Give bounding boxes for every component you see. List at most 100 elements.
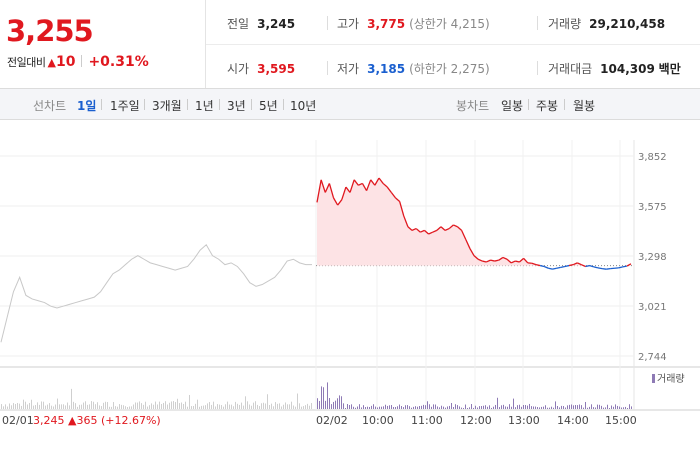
price-line-segment: [626, 263, 632, 267]
volume-bar: [59, 404, 60, 409]
volume-bar: [19, 403, 20, 409]
volume-bar: [203, 405, 204, 409]
volume-bar: [301, 406, 302, 409]
price-line-segment: [601, 267, 607, 270]
volume-bar: [341, 396, 342, 409]
candle-chart-label: 봉차트: [456, 99, 490, 113]
volume-bar: [435, 404, 436, 409]
period-1y-button[interactable]: 1년: [195, 99, 214, 113]
volume-bar: [147, 406, 148, 409]
volume-bar: [347, 404, 348, 409]
volume-bar: [311, 403, 312, 409]
volume-bar: [561, 405, 562, 409]
volume-bar: [115, 406, 116, 409]
volume-bar: [111, 406, 112, 409]
candle-weekly-button[interactable]: 주봉: [536, 99, 559, 113]
stat-high: 고가 3,775 (상한가 4,215): [337, 17, 490, 31]
volume-bar: [549, 407, 550, 409]
volume-bar: [481, 406, 482, 409]
volume-bar: [477, 407, 478, 409]
volume-bar: [67, 402, 68, 409]
candle-daily-button[interactable]: 일봉: [501, 99, 524, 113]
period-3m-button[interactable]: 3개월: [152, 99, 182, 113]
volume-bar: [579, 404, 580, 409]
volume-bar: [577, 405, 578, 409]
volume-bar: [587, 407, 588, 409]
volume-bar: [399, 404, 400, 409]
volume-bar: [171, 401, 172, 409]
volume-bar: [473, 407, 474, 409]
volume-bar: [441, 405, 442, 409]
volume-bar: [127, 406, 128, 409]
period-10y-button[interactable]: 10년: [290, 99, 317, 113]
period-3y-button[interactable]: 3년: [227, 99, 246, 113]
volume-bar: [385, 404, 386, 409]
volume-legend: 거래량: [652, 370, 685, 385]
volume-bar: [233, 406, 234, 409]
volume-bar: [525, 405, 526, 409]
volume-bar: [45, 405, 46, 409]
volume-bar: [457, 405, 458, 409]
volume-bar: [373, 404, 374, 409]
volume-bar: [381, 406, 382, 409]
volume-bar: [275, 402, 276, 409]
volume-bar: [479, 406, 480, 409]
price-line-segment: [490, 259, 495, 262]
candle-monthly-button[interactable]: 월봉: [573, 99, 596, 113]
price-line-segment: [556, 266, 561, 269]
volume-bar: [465, 404, 466, 409]
volume-bar: [509, 404, 510, 409]
price-chart[interactable]: 3,852 3,575 3,298 3,021 2,744 거래량 02/01 3,24…: [0, 120, 700, 450]
volume-bar: [213, 401, 214, 409]
price-block: 3,255 전일대비 ▲10 +0.31%: [0, 0, 206, 88]
price-line-segment: [577, 262, 582, 266]
volume-bar: [125, 406, 126, 409]
volume-bar: [339, 395, 340, 409]
volume-bar: [169, 402, 170, 409]
price-line-segment: [316, 179, 322, 203]
volume-bar: [619, 406, 620, 409]
volume-bar: [449, 405, 450, 409]
price-line-segment: [535, 264, 541, 267]
price-line-segment: [423, 229, 429, 235]
volume-bar: [65, 405, 66, 409]
price-line-segment: [361, 183, 368, 191]
volume-bar: [437, 406, 438, 409]
period-5y-button[interactable]: 5년: [259, 99, 278, 113]
volume-bar: [627, 407, 628, 409]
volume-bar: [43, 401, 44, 409]
volume-bar: [415, 406, 416, 409]
period-1d-button[interactable]: 1일: [77, 99, 97, 113]
x-tick-label: 13:00: [508, 414, 540, 427]
divider: [101, 99, 102, 110]
price-line-segment: [465, 239, 471, 249]
volume-bar: [267, 394, 268, 409]
volume-bar: [593, 407, 594, 409]
price-line-segment: [498, 256, 504, 261]
volume-bar: [47, 404, 48, 409]
volume-bar: [501, 405, 502, 409]
divider: [283, 99, 284, 110]
volume-bar: [545, 405, 546, 409]
volume-bar: [155, 401, 156, 409]
volume-bar: [11, 405, 12, 409]
volume-bar: [531, 406, 532, 409]
volume-bar: [541, 406, 542, 409]
volume-bar: [237, 403, 238, 409]
price-line-segment: [531, 262, 537, 266]
volume-bar: [83, 402, 84, 409]
volume-bar: [535, 406, 536, 409]
volume-bar: [107, 402, 108, 409]
volume-bar: [269, 404, 270, 409]
volume-bar: [625, 406, 626, 409]
volume-bar: [287, 404, 288, 409]
period-1w-button[interactable]: 1주일: [110, 99, 140, 113]
volume-bar: [607, 404, 608, 409]
volume-bar: [81, 404, 82, 409]
divider: [81, 55, 83, 67]
divider: [537, 61, 538, 75]
stat-low: 저가 3,185 (하한가 2,275): [337, 62, 490, 76]
volume-bar: [555, 401, 556, 409]
line-chart-label: 선차트: [33, 99, 67, 113]
volume-bar: [13, 403, 14, 409]
